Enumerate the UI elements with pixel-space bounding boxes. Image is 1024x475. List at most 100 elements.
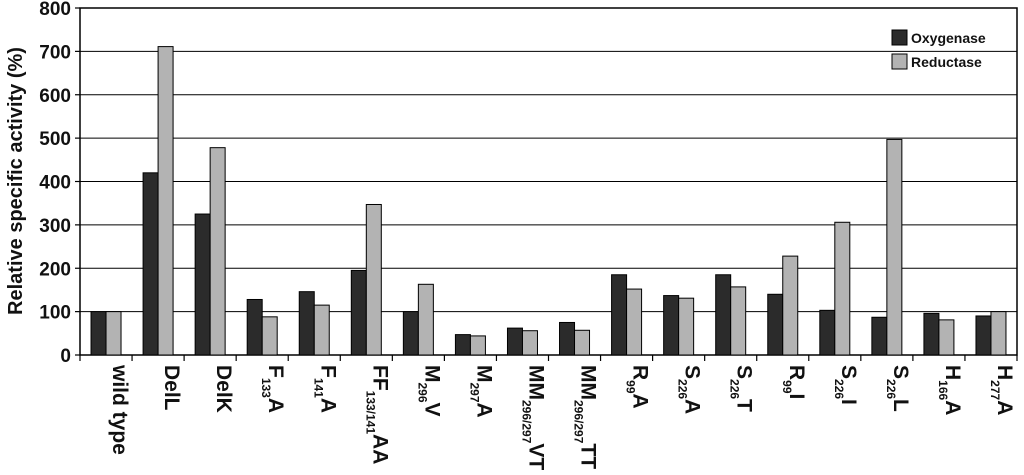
x-category-label: MM296/297VT: [519, 365, 547, 470]
bar-oxygenase-r99i: [767, 293, 784, 356]
legend-label-reductase: Reductase: [911, 54, 982, 70]
y-tick-label: 100: [39, 303, 71, 324]
bar-oxygenase-h166a: [923, 312, 940, 356]
x-category-label: R99A: [624, 365, 652, 409]
x-label-subscript: 133/141: [363, 391, 377, 435]
x-label-subscript: 141: [311, 378, 325, 398]
x-category-label: F141A: [311, 365, 339, 413]
x-label-text: F: [264, 365, 287, 378]
bar-oxygenase-r99a: [611, 274, 628, 356]
x-label-subscript: 99: [624, 380, 638, 394]
x-label-subscript: 226: [884, 379, 898, 399]
bar-reductase-s226a: [678, 297, 695, 356]
bar-reductase-h166a: [938, 319, 955, 356]
y-axis-label: Relative specific activity (%): [5, 47, 27, 315]
y-tick-label: 800: [39, 0, 71, 20]
x-category-label: M296V: [415, 365, 443, 417]
x-label-text: I: [785, 394, 808, 400]
gridlines: [80, 50, 1017, 313]
y-tick-label: 600: [39, 86, 71, 107]
y-axis-ticks: 0 100 200 300 400 500 600 700 800: [39, 0, 1018, 367]
x-label-text: TT: [577, 443, 600, 469]
x-label-text: A: [629, 394, 652, 409]
bar-reductase-wild-type: [105, 311, 122, 356]
x-label-text: V: [420, 403, 443, 417]
x-label-text: H: [941, 365, 964, 380]
y-tick-label: 200: [39, 259, 71, 280]
x-label-text: A: [316, 398, 339, 413]
x-category-label: S226T: [728, 365, 756, 412]
x-label-text: A: [264, 398, 287, 413]
x-label-text: MM: [577, 365, 600, 400]
x-label-subscript: 226: [832, 379, 846, 399]
y-tick-label: 400: [39, 173, 71, 194]
bar-oxygenase-m297a: [454, 334, 471, 356]
x-category-label: H166A: [936, 365, 964, 415]
bar-oxygenase-dell: [142, 172, 159, 356]
bar-reductase-f141a: [313, 304, 330, 356]
x-label-subscript: 226: [676, 379, 690, 399]
bar-reductase-f133a: [261, 316, 278, 356]
x-label-text: L: [889, 399, 912, 412]
bar-reductase-m297a: [469, 335, 486, 356]
bar-reductase-s226t: [730, 286, 747, 356]
bar-reductase-mm296-297vt: [521, 330, 538, 356]
bar-oxygenase-delk: [194, 213, 211, 356]
x-category-label: S226L: [884, 365, 912, 412]
x-category-label: S226I: [832, 365, 860, 405]
x-label-text: FF: [368, 365, 391, 391]
x-label-text: A: [681, 399, 704, 414]
bar-reductase-s226i: [834, 221, 851, 356]
x-label-subscript: 297: [467, 383, 481, 403]
x-label-text: R: [785, 365, 808, 380]
x-label-text: VT: [524, 443, 547, 470]
x-label-text: A: [941, 400, 964, 415]
y-tick-label: 500: [39, 129, 71, 150]
x-label-text: I: [837, 399, 860, 405]
y-tick-label: 700: [39, 42, 71, 63]
x-category-label: FF133/141AA: [363, 365, 391, 464]
x-category-label: wild type: [108, 364, 131, 455]
bar-oxygenase-mm296-297vt: [506, 327, 523, 356]
x-label-subscript: 296/297: [519, 400, 533, 444]
x-label-text: A: [472, 403, 495, 418]
x-category-label: R99I: [780, 365, 808, 399]
x-label-subscript: 296/297: [572, 400, 586, 444]
x-label-text: S: [681, 365, 704, 379]
x-label-text: wild type: [108, 364, 131, 455]
bar-reductase-r99a: [626, 288, 643, 356]
x-label-text: S: [889, 365, 912, 379]
x-label-subscript: 296: [415, 383, 429, 403]
x-label-text: MM: [524, 365, 547, 400]
bar-oxygenase-mm296-297tt: [559, 321, 576, 356]
bar-oxygenase-s226i: [819, 309, 836, 356]
bar-reductase-s226l: [886, 138, 903, 356]
x-label-text: F: [316, 365, 339, 378]
bar-reductase-m296v: [417, 283, 434, 356]
x-label-text: S: [837, 365, 860, 379]
bar-reductase-r99i: [782, 255, 799, 356]
y-tick-label: 0: [60, 346, 71, 367]
x-category-label: H277A: [988, 365, 1016, 415]
y-tick-label: 300: [39, 216, 71, 237]
bar-reductase-ff133-141aa: [365, 203, 382, 356]
x-category-label: MM296/297TT: [572, 365, 600, 469]
bars: [90, 46, 1007, 356]
x-label-text: M: [420, 365, 443, 383]
x-label-text: R: [629, 365, 652, 380]
x-label-subscript: 277: [988, 380, 1002, 400]
x-label-subscript: 166: [936, 380, 950, 400]
legend: Oxygenase Reductase: [891, 29, 986, 70]
bar-reductase-dell: [157, 46, 174, 356]
bar-oxygenase-f141a: [298, 291, 315, 356]
bar-oxygenase-h277a: [975, 315, 992, 356]
x-label-text: M: [472, 365, 495, 383]
bar-oxygenase-s226a: [663, 295, 680, 356]
bar-reductase-delk: [209, 147, 226, 356]
x-category-label: M297A: [467, 365, 495, 418]
bar-oxygenase-wild-type: [90, 311, 107, 356]
x-label-text: DelK: [212, 365, 235, 413]
x-label-text: A: [993, 400, 1016, 415]
x-label-text: S: [733, 365, 756, 379]
